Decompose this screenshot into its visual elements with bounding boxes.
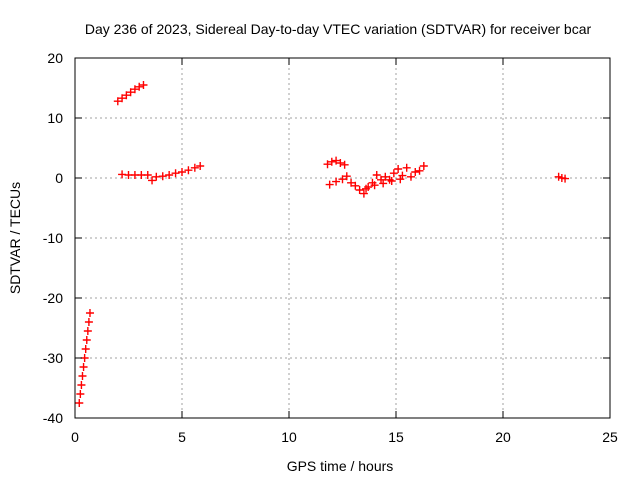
data-point — [396, 175, 405, 184]
x-axis-label: GPS time / hours — [287, 458, 394, 474]
data-point — [75, 399, 84, 407]
data-point — [379, 179, 388, 188]
data-point — [394, 165, 403, 173]
data-point — [415, 166, 424, 175]
data-point — [370, 181, 379, 190]
data-point — [82, 336, 91, 344]
x-tick-label: 25 — [602, 429, 618, 445]
data-point — [130, 85, 139, 94]
data-point — [143, 171, 152, 179]
data-point — [83, 327, 92, 335]
data-point — [81, 345, 90, 353]
x-axis-tick-labels: 0 5 10 15 20 25 — [71, 429, 618, 445]
data-point — [402, 163, 411, 172]
data-point — [406, 172, 415, 181]
data-point — [419, 162, 428, 170]
data-point — [77, 381, 86, 389]
data-point — [338, 175, 347, 184]
data-point — [171, 169, 180, 178]
data-point — [158, 172, 167, 181]
data-point — [351, 181, 360, 190]
data-point — [165, 171, 174, 179]
y-tick-label: 20 — [47, 50, 63, 66]
data-point — [85, 309, 94, 317]
data-point — [76, 390, 85, 398]
y-tick-label: 10 — [47, 110, 63, 126]
data-point — [323, 160, 332, 169]
data-point — [342, 172, 351, 181]
data-points — [75, 81, 570, 407]
data-point — [389, 169, 398, 178]
data-point — [411, 168, 420, 176]
data-point — [184, 166, 193, 175]
data-point — [332, 156, 341, 165]
data-point — [148, 176, 157, 185]
x-tick-label: 20 — [495, 429, 511, 445]
data-point — [372, 171, 381, 179]
data-point — [362, 184, 371, 193]
data-point — [355, 186, 364, 194]
data-point — [118, 94, 127, 103]
data-point — [79, 363, 88, 371]
data-point — [113, 97, 122, 106]
data-point — [196, 162, 205, 170]
data-point — [327, 157, 336, 166]
data-point — [78, 372, 87, 380]
x-tick-label: 15 — [388, 429, 404, 445]
data-point — [347, 178, 356, 187]
y-tick-label: 0 — [55, 170, 63, 186]
data-point — [122, 91, 131, 100]
data-point — [84, 318, 93, 326]
data-point — [178, 168, 186, 176]
y-tick-label: -20 — [43, 290, 63, 306]
y-tick-label: -40 — [43, 410, 63, 426]
x-tick-label: 5 — [178, 429, 186, 445]
x-tick-label: 0 — [71, 429, 79, 445]
y-axis-tick-labels: -40 -30 -20 -10 0 10 20 — [43, 50, 63, 426]
data-point — [139, 81, 148, 89]
data-point — [332, 177, 341, 186]
x-tick-label: 10 — [281, 429, 297, 445]
chart-title: Day 236 of 2023, Sidereal Day-to-day VTE… — [85, 21, 592, 37]
y-axis-label: SDTVAR / TECUs — [7, 182, 23, 294]
grid-lines — [75, 58, 610, 418]
data-point — [190, 163, 199, 172]
data-point — [340, 160, 349, 169]
axis-ticks — [74, 57, 611, 419]
y-tick-label: -10 — [43, 230, 63, 246]
data-point — [387, 177, 396, 185]
y-tick-label: -30 — [43, 350, 63, 366]
data-point — [561, 174, 570, 183]
data-point — [359, 189, 368, 198]
data-point — [135, 82, 144, 91]
data-point — [336, 159, 345, 167]
data-point — [325, 180, 334, 189]
data-point — [381, 172, 390, 181]
data-point — [126, 88, 135, 97]
